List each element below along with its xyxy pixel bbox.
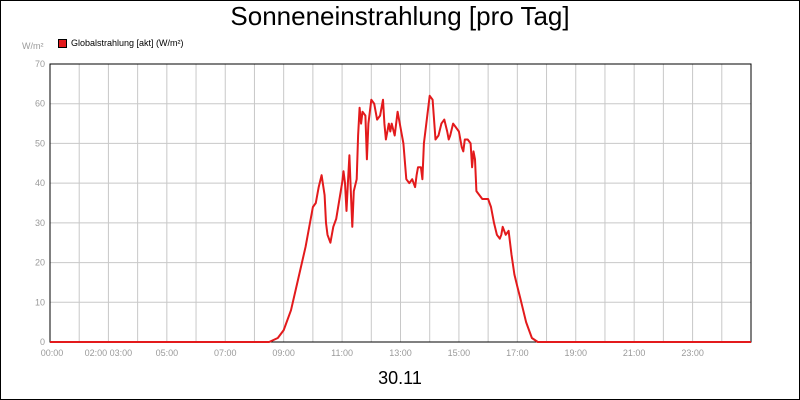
x-axis-date-label: 30.11 bbox=[378, 368, 422, 388]
legend: Globalstrahlung [akt] (W/m²) bbox=[58, 38, 184, 48]
x-tick-label: 13:00 bbox=[389, 348, 412, 358]
chart-title: Sonneneinstrahlung [pro Tag] bbox=[230, 1, 570, 31]
x-tick-label: 11:00 bbox=[331, 348, 353, 358]
y-tick-label: 0 bbox=[40, 337, 45, 347]
y-tick-label: 30 bbox=[35, 218, 45, 228]
x-tick-label: 05:00 bbox=[156, 348, 179, 358]
y-tick-label: 40 bbox=[35, 178, 45, 188]
x-tick-label: 09:00 bbox=[272, 348, 295, 358]
y-tick-label: 10 bbox=[35, 297, 45, 307]
y-axis-unit-label: W/m² bbox=[22, 41, 44, 51]
x-tick-label: 23:00 bbox=[681, 348, 704, 358]
x-tick-label: 07:00 bbox=[214, 348, 237, 358]
x-tick-label: 17:00 bbox=[506, 348, 529, 358]
x-tick-label: 21:00 bbox=[623, 348, 646, 358]
y-tick-label: 50 bbox=[35, 138, 45, 148]
x-tick-label: 00:00 bbox=[41, 348, 64, 358]
x-tick-label: 19:00 bbox=[564, 348, 587, 358]
series-line bbox=[50, 94, 751, 343]
plot-border bbox=[49, 63, 752, 343]
legend-label: Globalstrahlung [akt] (W/m²) bbox=[71, 38, 184, 48]
y-tick-label: 20 bbox=[35, 258, 45, 268]
y-tick-label: 60 bbox=[35, 99, 45, 109]
y-tick-label: 70 bbox=[35, 59, 45, 69]
legend-swatch bbox=[58, 38, 67, 48]
x-tick-label: 02:00 03:00 bbox=[85, 348, 133, 358]
x-tick-label: 15:00 bbox=[448, 348, 471, 358]
